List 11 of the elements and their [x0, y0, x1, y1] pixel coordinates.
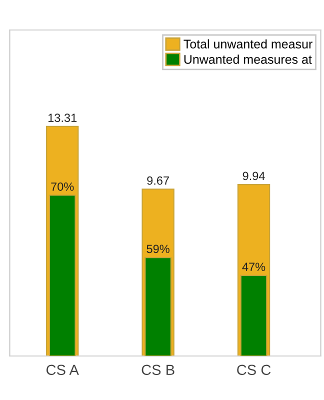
data-label: 9.94: [242, 172, 265, 180]
x-tick-label: CS B: [142, 364, 174, 376]
annotation: 47%: [242, 262, 266, 271]
annotation: 59%: [146, 244, 170, 254]
x-tick-label: CS C: [237, 364, 271, 376]
x-tick-label: CS A: [46, 364, 79, 376]
data-label: 13.31: [48, 114, 77, 122]
legend-label: Unwanted measures at: [184, 54, 312, 64]
legend-label: Total unwanted measur: [184, 39, 312, 48]
data-label: 9.67: [147, 176, 169, 185]
annotation: 70%: [51, 182, 74, 191]
